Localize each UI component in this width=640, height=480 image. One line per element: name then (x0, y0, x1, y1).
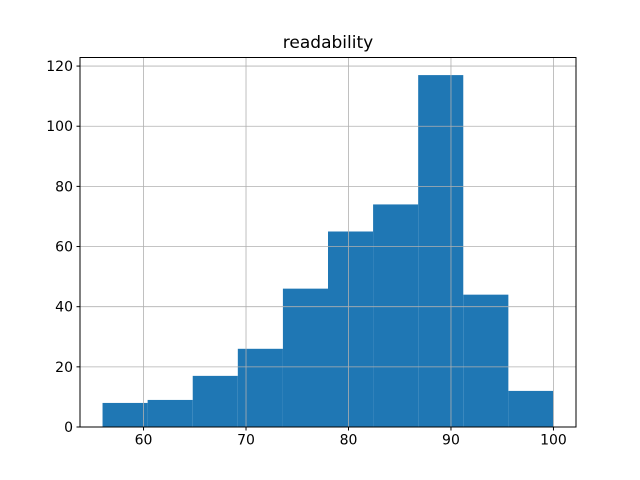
histogram-bar (282, 288, 328, 427)
histogram-bar (508, 390, 554, 427)
x-tick-label: 60 (135, 433, 153, 449)
y-tick-label: 120 (46, 59, 73, 75)
histogram-bar (463, 294, 509, 427)
histogram-bar (102, 402, 148, 427)
x-tick-label: 70 (237, 433, 255, 449)
y-tick-label: 80 (55, 179, 73, 195)
histogram-bar (192, 375, 238, 427)
histogram-bar (328, 231, 374, 427)
y-tick-label: 100 (46, 119, 73, 135)
histogram-bar (373, 204, 419, 427)
x-tick-label: 90 (442, 433, 460, 449)
y-tick-label: 40 (55, 300, 73, 316)
histogram-bar (418, 75, 464, 427)
histogram-bar (237, 348, 283, 427)
y-tick-label: 60 (55, 240, 73, 256)
chart-title: readability (283, 33, 373, 53)
histogram-bar (147, 399, 193, 427)
axes-spines (79, 57, 577, 428)
x-tick-label: 80 (340, 433, 358, 449)
x-tick-label: 100 (540, 433, 567, 449)
y-tick-label: 0 (64, 420, 73, 436)
y-tick-label: 20 (55, 360, 73, 376)
